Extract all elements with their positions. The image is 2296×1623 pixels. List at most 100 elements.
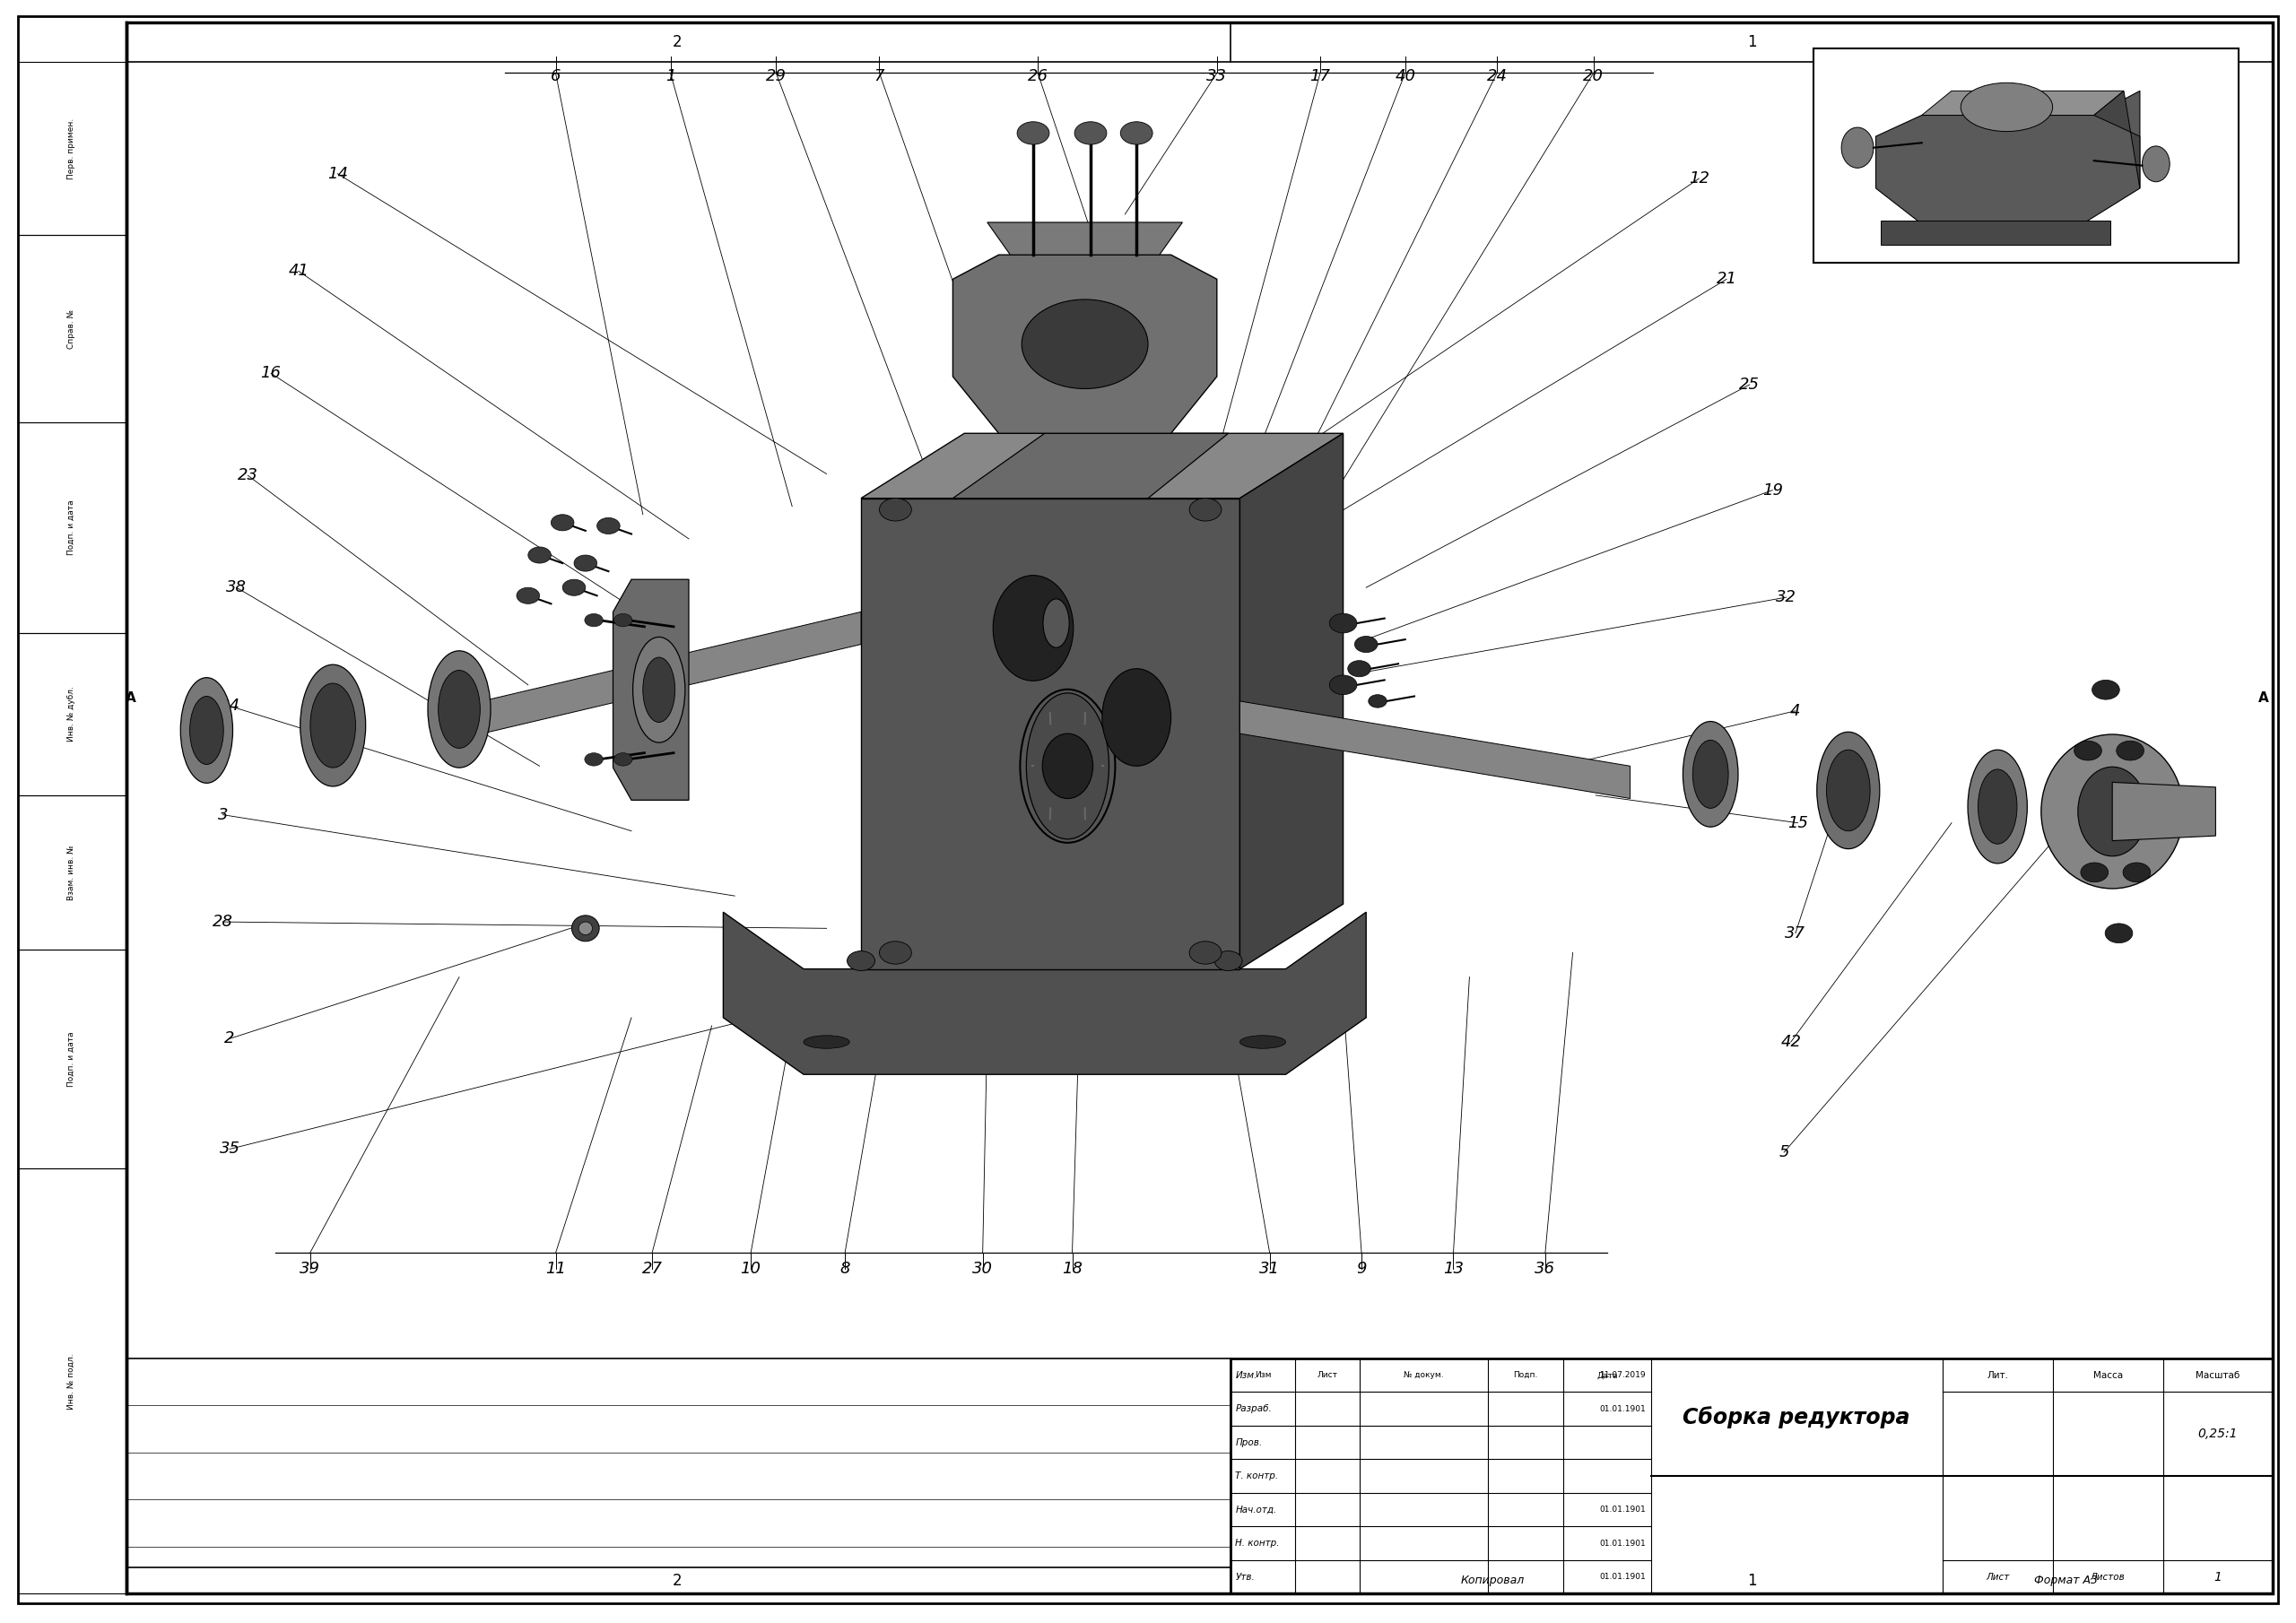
Circle shape (597, 518, 620, 534)
Text: 25: 25 (1740, 377, 1759, 393)
Text: 01.01.1901: 01.01.1901 (1600, 1406, 1646, 1414)
Text: 19: 19 (1763, 482, 1782, 498)
Polygon shape (482, 612, 861, 734)
Ellipse shape (2142, 146, 2170, 182)
Circle shape (1368, 695, 1387, 708)
Circle shape (563, 579, 585, 596)
Text: 36: 36 (1536, 1261, 1554, 1277)
Ellipse shape (2078, 768, 2147, 857)
Text: 01.01.1901: 01.01.1901 (1600, 1539, 1646, 1547)
Circle shape (2117, 740, 2144, 760)
Text: 29: 29 (767, 68, 785, 84)
Text: 18: 18 (1063, 1261, 1081, 1277)
Circle shape (1215, 951, 1242, 971)
Text: 34: 34 (220, 698, 239, 714)
Ellipse shape (1683, 721, 1738, 828)
Ellipse shape (1961, 83, 2053, 131)
Text: 27: 27 (643, 1261, 661, 1277)
Polygon shape (613, 579, 689, 800)
Circle shape (1120, 122, 1153, 144)
Polygon shape (1876, 91, 2140, 224)
Circle shape (528, 547, 551, 563)
Text: Инв. № подл.: Инв. № подл. (67, 1354, 76, 1409)
Text: 35: 35 (220, 1141, 239, 1157)
Circle shape (551, 514, 574, 531)
Text: Формат А3: Формат А3 (2034, 1574, 2099, 1587)
Ellipse shape (1042, 734, 1093, 799)
Circle shape (517, 588, 540, 604)
Text: 2: 2 (673, 1573, 682, 1589)
Text: Перв. примен.: Перв. примен. (67, 118, 76, 179)
Ellipse shape (439, 670, 480, 748)
Text: 39: 39 (301, 1261, 319, 1277)
Ellipse shape (191, 696, 223, 764)
Text: 26: 26 (1029, 68, 1047, 84)
Text: Лит.: Лит. (1986, 1371, 2009, 1380)
Text: Утв.: Утв. (1235, 1573, 1254, 1581)
Text: 0,25:1: 0,25:1 (2197, 1428, 2239, 1440)
Circle shape (1017, 122, 1049, 144)
Text: Пров.: Пров. (1235, 1438, 1263, 1448)
Text: 10: 10 (742, 1261, 760, 1277)
Circle shape (847, 951, 875, 971)
Polygon shape (987, 222, 1182, 255)
Text: 11.07.2019: 11.07.2019 (1600, 1371, 1646, 1380)
Circle shape (585, 613, 604, 626)
Text: Нач.отд.: Нач.отд. (1235, 1505, 1277, 1514)
Circle shape (1355, 636, 1378, 652)
Circle shape (2073, 740, 2101, 760)
Text: Лист: Лист (1318, 1371, 1336, 1380)
Bar (1880, 221, 2110, 245)
Ellipse shape (1816, 732, 1880, 849)
Circle shape (1075, 122, 1107, 144)
Text: 13: 13 (1444, 1261, 1463, 1277)
Bar (18, 235, 126, 422)
Bar (1814, 49, 2239, 263)
Text: Подп. и дата: Подп. и дата (67, 1031, 76, 1087)
Text: 38: 38 (227, 579, 246, 596)
Polygon shape (1922, 91, 2124, 115)
Text: 40: 40 (1396, 68, 1414, 84)
Text: 37: 37 (1786, 925, 1805, 941)
Text: Подп.: Подп. (1513, 1371, 1538, 1380)
Polygon shape (861, 433, 1343, 498)
Text: Лист: Лист (1986, 1573, 2009, 1581)
Text: 32: 32 (1777, 589, 1795, 605)
Bar (1231, 1358, 2273, 1594)
Text: 24: 24 (1488, 68, 1506, 84)
Ellipse shape (1828, 750, 1869, 831)
Circle shape (1189, 941, 1221, 964)
Polygon shape (953, 255, 1217, 433)
Text: Листов: Листов (2089, 1573, 2126, 1581)
Text: 20: 20 (1584, 68, 1603, 84)
Text: 2: 2 (673, 34, 682, 50)
Ellipse shape (1102, 669, 1171, 766)
Bar (18, 949, 126, 1169)
Circle shape (2105, 923, 2133, 943)
Text: 3: 3 (218, 807, 227, 823)
Circle shape (1189, 498, 1221, 521)
Ellipse shape (1841, 128, 1874, 169)
Text: Копировал: Копировал (1460, 1574, 1525, 1587)
Ellipse shape (579, 922, 592, 935)
Ellipse shape (1042, 599, 1070, 648)
Text: 11: 11 (546, 1261, 565, 1277)
Text: Н. контр.: Н. контр. (1235, 1539, 1279, 1548)
Circle shape (613, 613, 631, 626)
Circle shape (2080, 863, 2108, 883)
Circle shape (847, 951, 875, 971)
Circle shape (1329, 675, 1357, 695)
Text: № докум.: № докум. (1403, 1371, 1444, 1380)
Text: 9: 9 (1357, 1261, 1366, 1277)
Text: 6: 6 (551, 68, 560, 84)
Text: 4: 4 (1791, 703, 1800, 719)
Text: 5: 5 (1779, 1144, 1789, 1160)
Text: 1: 1 (1747, 34, 1756, 50)
Text: 2: 2 (225, 1031, 234, 1047)
Ellipse shape (994, 575, 1075, 682)
Polygon shape (2094, 91, 2140, 188)
Polygon shape (953, 433, 1228, 498)
Ellipse shape (2041, 734, 2183, 889)
Text: 16: 16 (262, 365, 280, 381)
Text: 01.01.1901: 01.01.1901 (1600, 1573, 1646, 1581)
